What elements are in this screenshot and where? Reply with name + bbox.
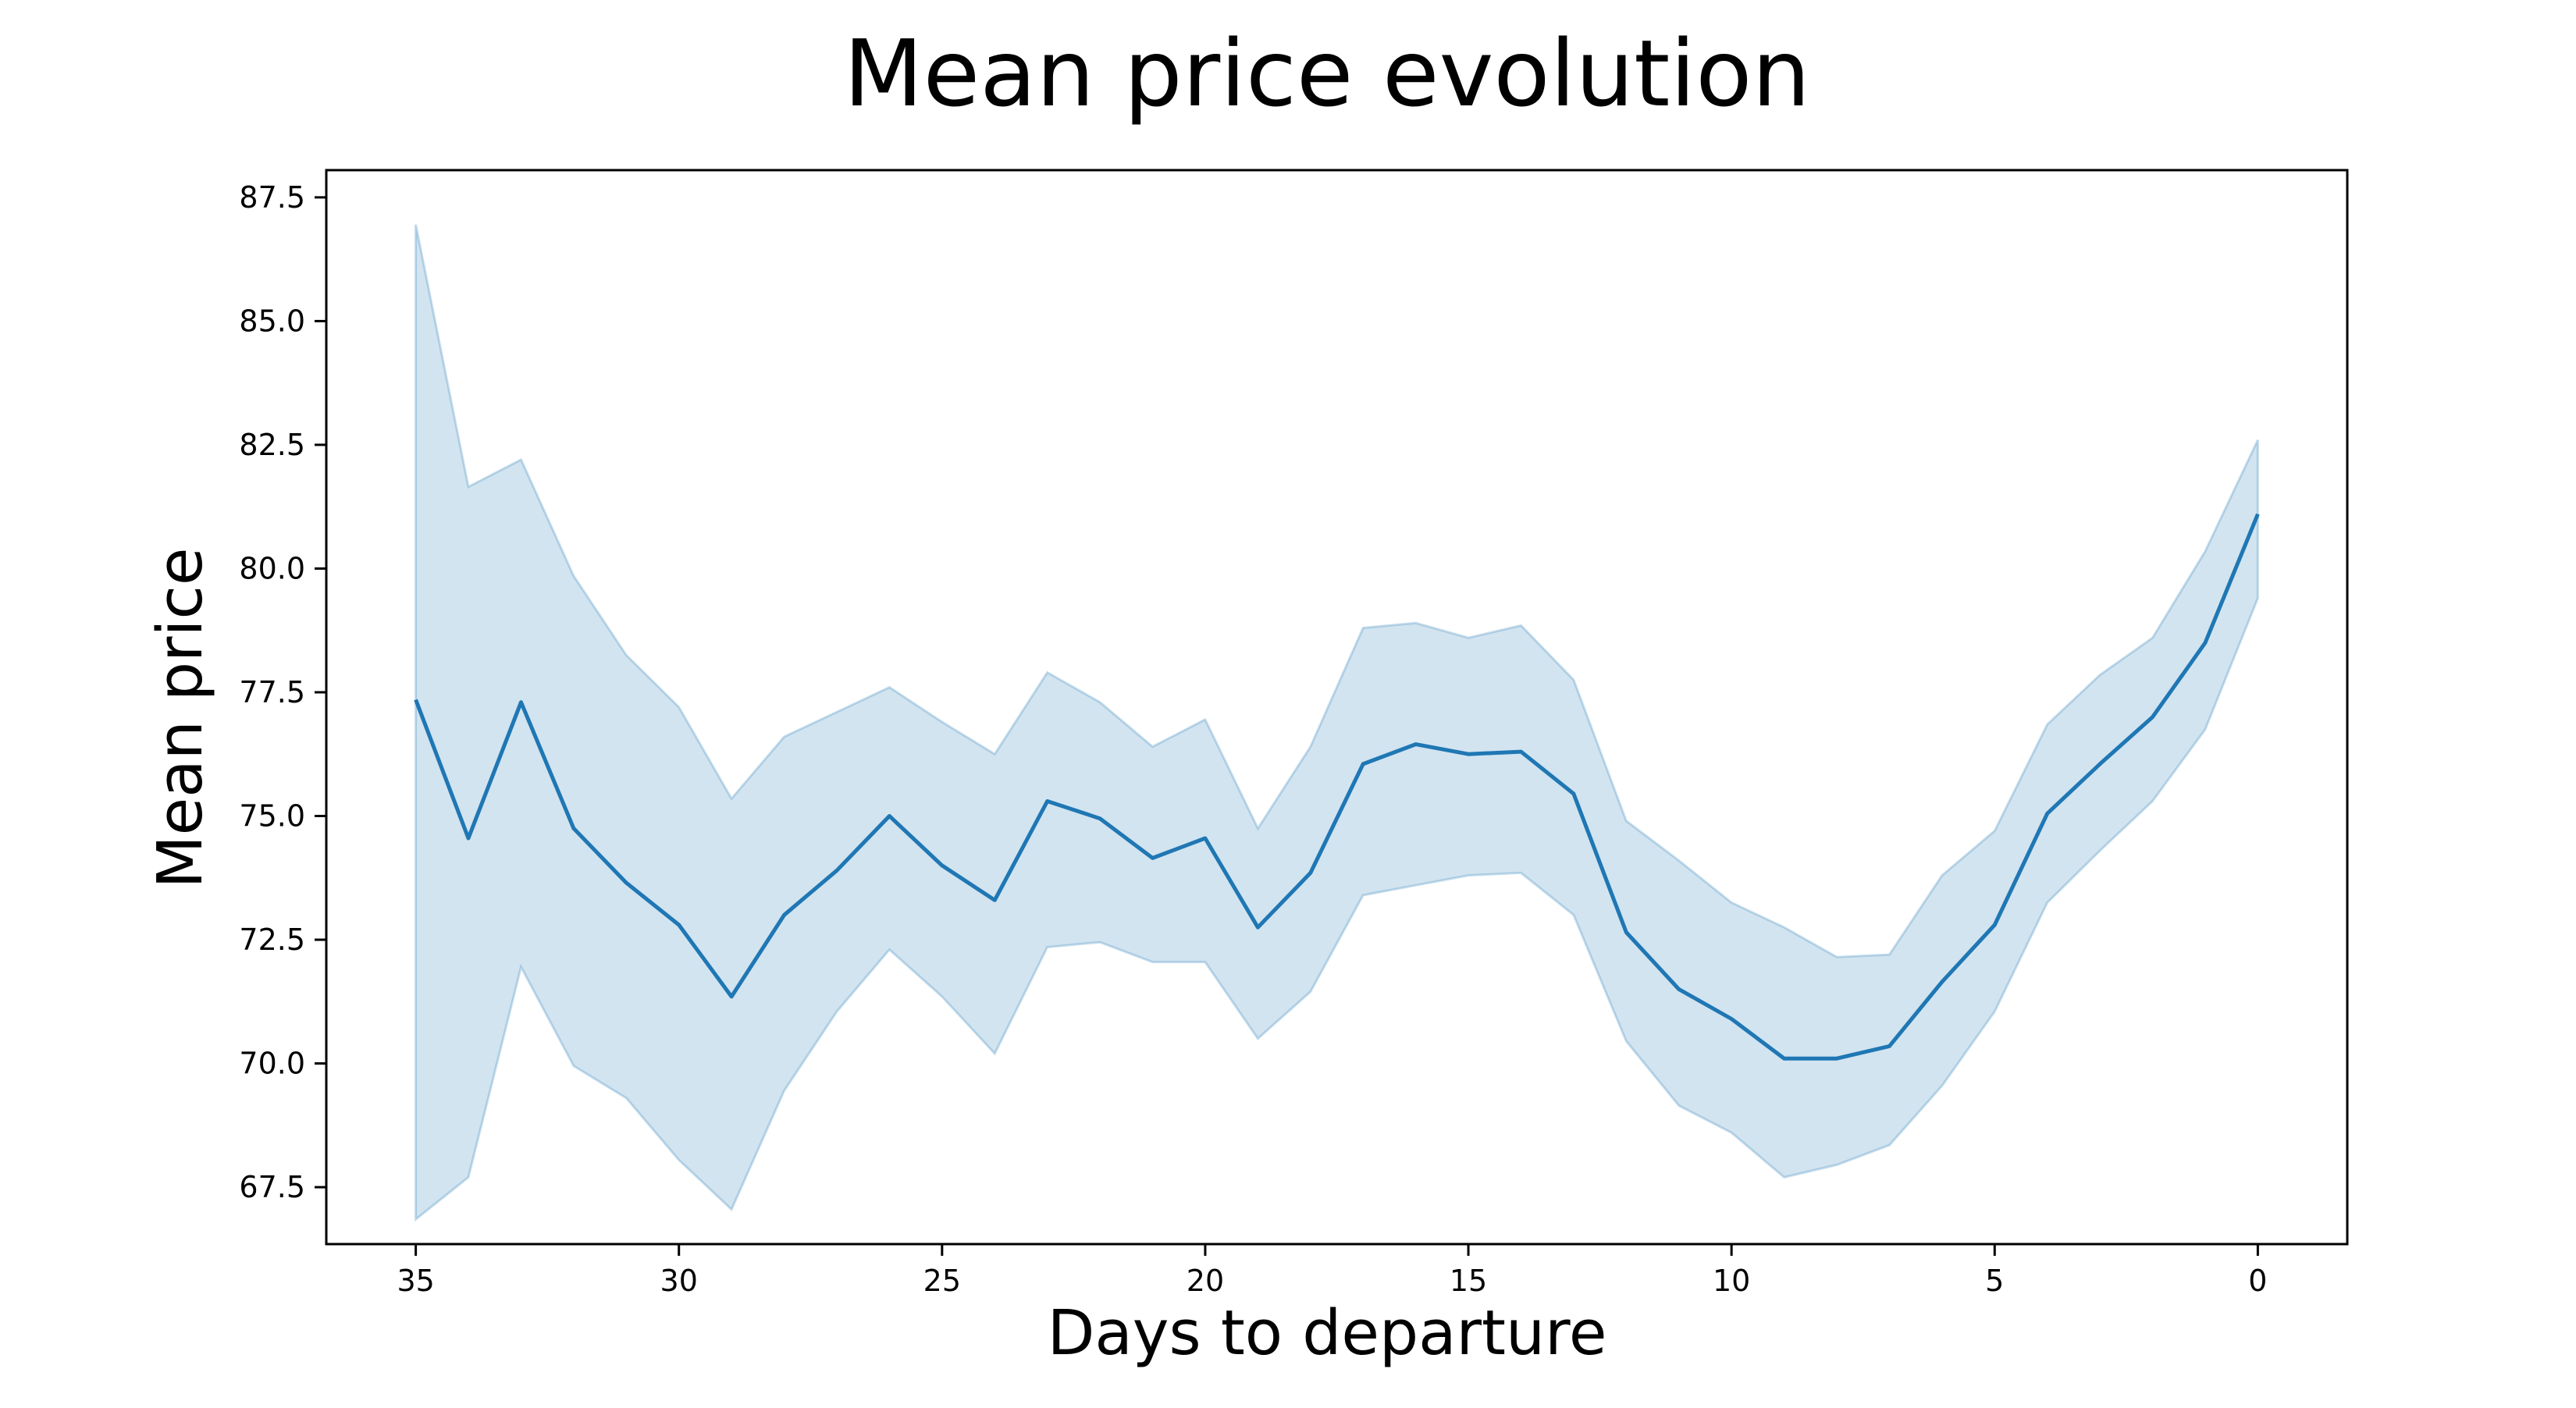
data-point: [2203, 641, 2208, 645]
y-tick-label: 87.5: [239, 180, 305, 215]
x-tick-label: 5: [1985, 1264, 2004, 1298]
y-tick-label: 80.0: [239, 551, 305, 585]
data-point: [1045, 799, 1050, 804]
x-tick-label: 25: [923, 1264, 961, 1298]
y-tick-label: 67.5: [239, 1170, 305, 1204]
confidence-band: [415, 224, 2259, 1222]
data-point: [940, 863, 945, 868]
mean-price-line: [414, 513, 2260, 1061]
data-point: [834, 868, 839, 873]
data-point: [1729, 1017, 1734, 1022]
data-point: [1887, 1044, 1891, 1048]
data-point: [519, 700, 524, 705]
data-point: [1834, 1056, 1839, 1061]
plot-frame: [325, 169, 2349, 1246]
plot-area: 35 30 25 20 15 10 5 0 67.5 70.0 72.5 75.0 77.5 80.0 82…: [239, 169, 2349, 1298]
x-tick-label: 10: [1713, 1264, 1750, 1298]
data-point: [992, 898, 997, 902]
data-point: [571, 826, 576, 830]
chart-title: Mean price evolution: [844, 20, 1810, 127]
data-point: [1466, 752, 1471, 756]
data-point: [1098, 816, 1102, 821]
y-tick-label: 72.5: [239, 923, 305, 957]
data-point: [1151, 855, 1155, 860]
x-tick-label: 30: [660, 1264, 698, 1298]
data-point: [1940, 980, 1944, 984]
data-point: [1992, 923, 1997, 927]
data-point: [1361, 762, 1365, 766]
y-tick-label: 77.5: [239, 675, 305, 709]
data-point: [1203, 836, 1208, 841]
data-point: [1782, 1056, 1787, 1061]
x-axis-label: Days to departure: [1048, 1297, 1607, 1369]
data-point: [1624, 930, 1628, 935]
y-tick-label: 75.0: [239, 799, 305, 834]
x-tick-label: 15: [1450, 1264, 1487, 1298]
y-tick-label: 85.0: [239, 304, 305, 338]
data-point: [414, 698, 418, 702]
data-point: [2045, 811, 2050, 816]
data-point: [887, 814, 891, 819]
data-point: [2151, 715, 2155, 720]
data-point: [1308, 870, 1313, 875]
data-point: [1255, 925, 1260, 930]
data-point: [2097, 762, 2102, 766]
data-point: [1571, 791, 1576, 796]
y-tick-label: 82.5: [239, 428, 305, 462]
data-point: [729, 994, 734, 999]
y-tick-label: 70.0: [239, 1047, 305, 1081]
data-point: [1414, 742, 1418, 747]
x-tick-label: 20: [1187, 1264, 1224, 1298]
data-point: [624, 880, 628, 885]
data-point: [466, 836, 471, 841]
y-axis-label: Mean price: [144, 548, 216, 889]
x-tick-label: 35: [397, 1264, 434, 1298]
data-point: [677, 923, 681, 927]
x-tick-label: 0: [2248, 1264, 2267, 1298]
data-point: [1677, 987, 1681, 991]
data-point: [782, 912, 787, 917]
data-point: [2255, 512, 2260, 517]
data-point: [1519, 749, 1524, 754]
